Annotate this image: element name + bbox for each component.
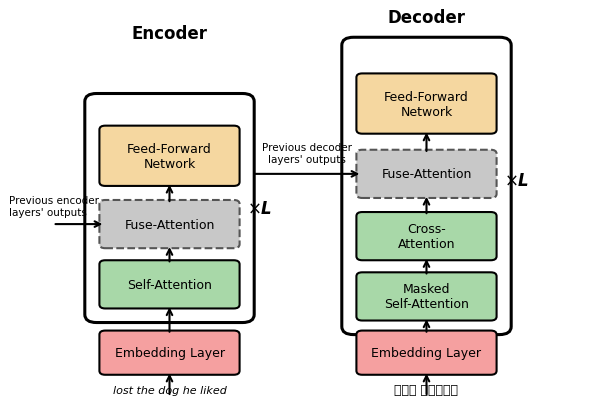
Text: Previous decoder
layers' outputs: Previous decoder layers' outputs [262, 143, 352, 164]
FancyBboxPatch shape [356, 213, 496, 261]
Text: Encoder: Encoder [132, 25, 207, 43]
FancyBboxPatch shape [356, 331, 496, 375]
FancyBboxPatch shape [356, 74, 496, 134]
Text: lost the dog he liked: lost the dog he liked [113, 385, 226, 395]
Text: Self-Attention: Self-Attention [127, 278, 212, 291]
FancyBboxPatch shape [100, 261, 240, 309]
Text: Embedding Layer: Embedding Layer [371, 346, 482, 359]
FancyBboxPatch shape [356, 273, 496, 321]
Text: $\times \bfit{L}$: $\times \bfit{L}$ [247, 200, 273, 218]
Text: Masked
Self-Attention: Masked Self-Attention [384, 283, 469, 311]
Text: Feed-Forward
Network: Feed-Forward Network [127, 142, 212, 171]
Text: Fuse-Attention: Fuse-Attention [381, 168, 471, 181]
Text: Cross-
Attention: Cross- Attention [398, 222, 455, 251]
Text: Decoder: Decoder [387, 9, 465, 27]
FancyBboxPatch shape [100, 331, 240, 375]
Text: $\times \bfit{L}$: $\times \bfit{L}$ [504, 171, 530, 189]
Text: 丢失了 他喜欢的狗: 丢失了 他喜欢的狗 [395, 383, 458, 396]
Text: Previous encoder
layers' outputs: Previous encoder layers' outputs [9, 196, 99, 217]
Text: Feed-Forward
Network: Feed-Forward Network [384, 90, 469, 118]
Text: Fuse-Attention: Fuse-Attention [125, 218, 215, 231]
FancyBboxPatch shape [100, 200, 240, 249]
Text: Embedding Layer: Embedding Layer [114, 346, 225, 359]
FancyBboxPatch shape [356, 151, 496, 198]
FancyBboxPatch shape [100, 126, 240, 187]
